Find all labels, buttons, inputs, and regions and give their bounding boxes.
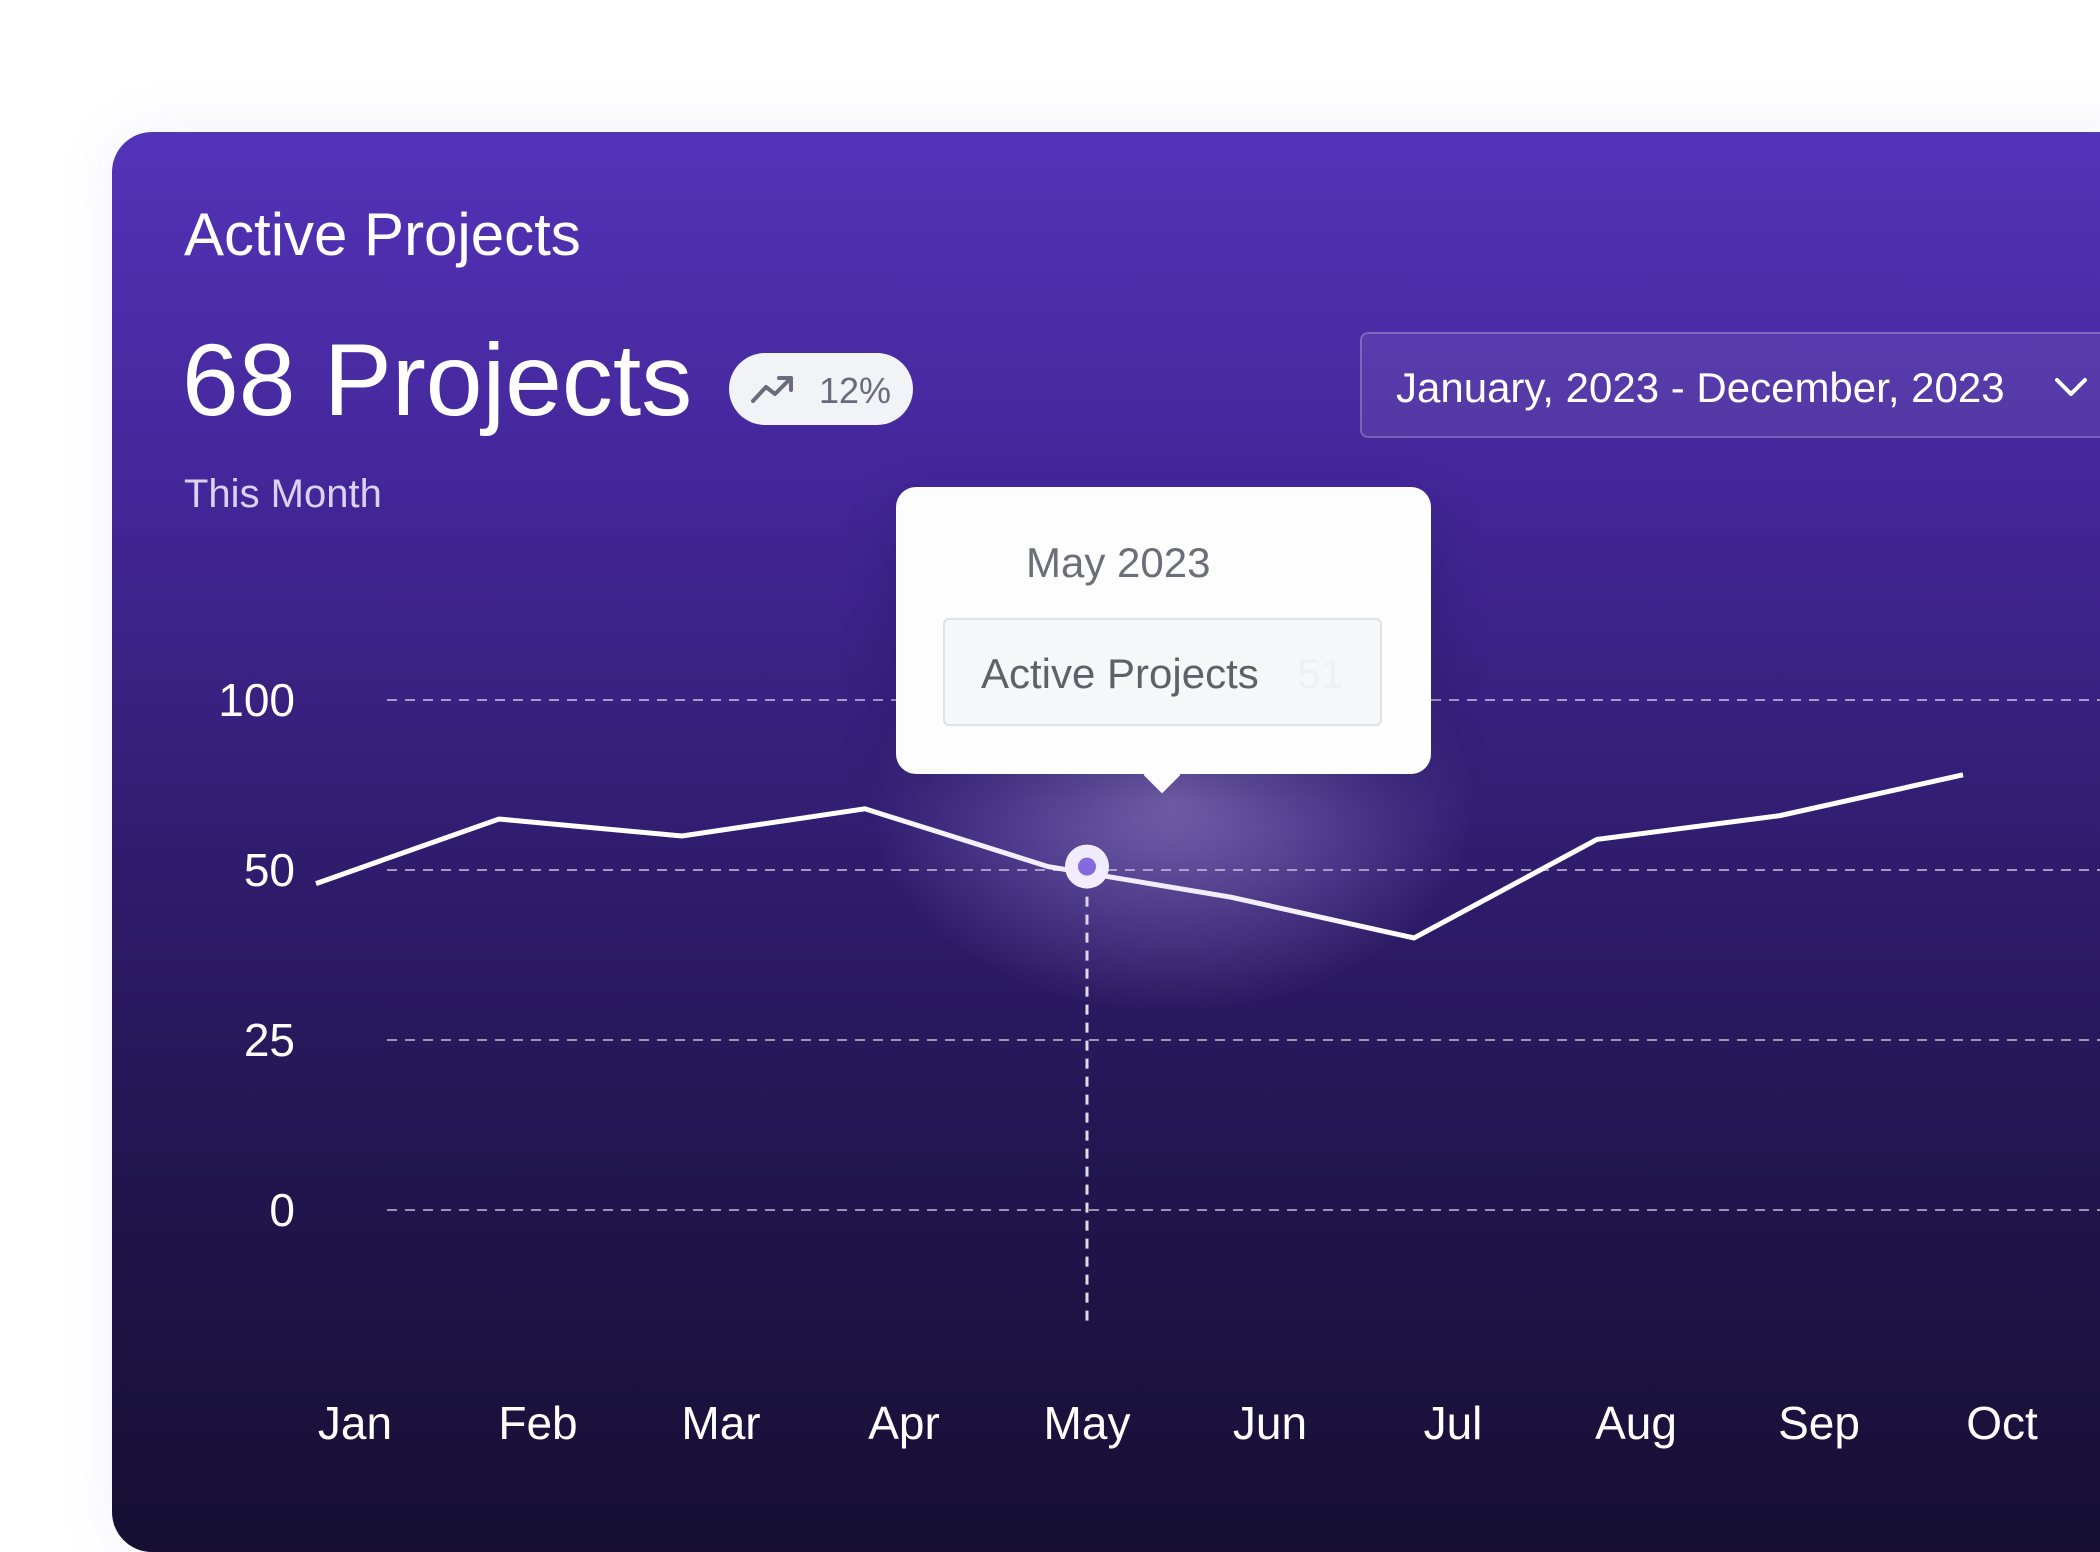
highlight-point-center bbox=[1078, 857, 1096, 876]
y-tick-label: 0 bbox=[269, 1184, 295, 1236]
tooltip-series-row: Active Projects 51 bbox=[943, 618, 1382, 726]
trend-percent: 12% bbox=[819, 370, 892, 411]
x-tick-label-jan: Jan bbox=[318, 1397, 392, 1449]
active-projects-card: Active Projects 68 Projects 12% This Mon… bbox=[112, 132, 2100, 1552]
x-tick-label-mar: Mar bbox=[681, 1397, 760, 1449]
card-title: Active Projects bbox=[184, 201, 581, 268]
chart-tooltip: May 2023 Active Projects 51 bbox=[896, 487, 1431, 794]
line-chart: 0 25 50 100 Jan Feb Mar Apr May Jun Jul Aug Sep Oct bbox=[218, 674, 2100, 1449]
y-tick-label: 25 bbox=[244, 1014, 295, 1066]
chevron-down-icon bbox=[2055, 378, 2087, 396]
x-tick-label-jun: Jun bbox=[1233, 1397, 1307, 1449]
trending-up-icon bbox=[751, 376, 793, 403]
y-tick-label: 100 bbox=[218, 674, 295, 726]
y-tick-label: 50 bbox=[244, 844, 295, 896]
x-tick-label-aug: Aug bbox=[1595, 1397, 1677, 1449]
tooltip-date: May 2023 bbox=[1026, 539, 1211, 586]
x-tick-label-apr: Apr bbox=[868, 1397, 940, 1449]
series-line-active-projects bbox=[315, 772, 1964, 941]
date-range-select[interactable]: January, 2023 - December, 2023 bbox=[1360, 332, 2100, 438]
tooltip-series-label: Active Projects bbox=[981, 650, 1259, 697]
x-tick-label-oct: Oct bbox=[1966, 1397, 2038, 1449]
x-tick-label-may: May bbox=[1044, 1397, 1131, 1449]
date-range-label: January, 2023 - December, 2023 bbox=[1396, 364, 2005, 411]
projects-count: 68 Projects bbox=[182, 323, 693, 437]
tooltip-value: 51 bbox=[1297, 650, 1344, 697]
period-label: This Month bbox=[184, 472, 382, 516]
x-tick-label-jul: Jul bbox=[1424, 1397, 1483, 1449]
x-tick-label-sep: Sep bbox=[1778, 1397, 1860, 1449]
trend-badge: 12% bbox=[729, 353, 913, 425]
x-tick-label-feb: Feb bbox=[498, 1397, 577, 1449]
